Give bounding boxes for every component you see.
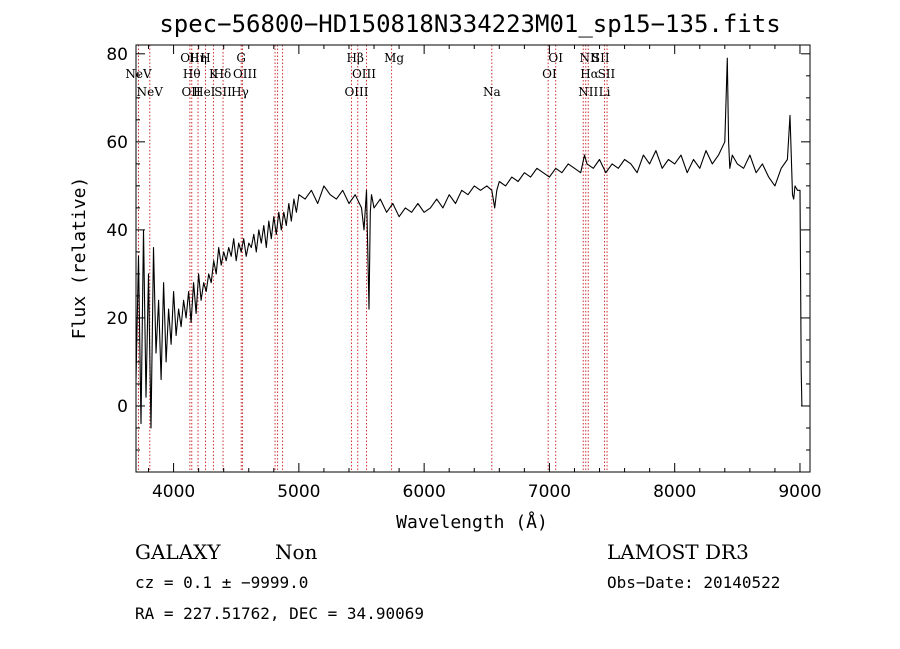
spectral-line-label-2: OII	[180, 51, 200, 65]
spectral-line-label-14: Hβ	[347, 51, 364, 65]
x-tick-label-4: 8000	[653, 482, 696, 502]
y-axis-ticks: 0 20 40 60 80	[106, 45, 810, 451]
spectral-line-label-19: OI	[548, 51, 563, 65]
x-tick-label-0: 4000	[152, 482, 195, 502]
spectral-line-label-1: NeV	[137, 85, 164, 99]
spectrum-series-line	[135, 57, 803, 429]
spectral-line-label-20: OI	[542, 67, 557, 81]
x-tick-label-5: 9000	[778, 482, 821, 502]
spectral-line-label-11: G	[236, 51, 246, 65]
spectral-line-label-21: NII	[580, 51, 600, 65]
x-axis-label: Wavelength (Å)	[396, 511, 548, 533]
spectral-line-label-26: Li	[599, 85, 611, 99]
spectral-line-markers	[138, 45, 608, 472]
spectral-line-label-8: K	[209, 67, 219, 81]
obs-date-text: Obs−Date: 20140522	[607, 573, 780, 592]
spectral-line-label-0: NeV	[125, 67, 152, 81]
y-tick-label-4: 80	[106, 45, 128, 65]
y-tick-label-2: 40	[106, 221, 128, 241]
spectral-line-label-4: OII	[181, 85, 201, 99]
x-axis-ticks: 4000 5000 6000 7000 8000 9000	[148, 45, 822, 502]
spectral-line-label-10: Hδ	[214, 67, 232, 81]
x-tick-label-3: 7000	[528, 482, 571, 502]
spectral-line-label-24: SII	[592, 51, 610, 65]
spectral-line-label-16: OIII	[344, 85, 368, 99]
spectral-line-label-18: Na	[483, 85, 501, 99]
coordinates-text: RA = 227.51762, DEC = 34.90069	[135, 604, 424, 623]
chart-title: spec−56800−HD150818N334223M01_sp15−135.f…	[159, 10, 780, 38]
y-tick-label-3: 60	[106, 133, 128, 153]
spectral-line-label-12: OIII	[233, 67, 257, 81]
spectral-line-label-3: Hθ	[183, 67, 201, 81]
spectral-line-label-9: SII	[214, 85, 232, 99]
y-tick-label-0: 0	[117, 397, 128, 417]
spectral-line-label-23: NII	[578, 85, 598, 99]
spectral-line-label-15: OIII	[352, 67, 376, 81]
survey-name: LAMOST DR3	[607, 540, 749, 564]
spectral-line-label-22: Hα	[580, 67, 599, 81]
spectral-line-label-6: H	[200, 51, 210, 65]
object-subclass: Non	[275, 540, 318, 564]
spectral-line-labels: NeVNeVOIIHθOIIHηHHeIKSIIHδGOIIIHγHβOIIIO…	[125, 51, 615, 99]
redshift-text: cz = 0.1 ± −9999.0	[135, 573, 308, 592]
object-class: GALAXY	[135, 540, 221, 564]
spectral-line-label-13: Hγ	[231, 85, 249, 99]
y-tick-label-1: 20	[106, 309, 128, 329]
x-tick-label-2: 6000	[403, 482, 446, 502]
plot-frame	[135, 44, 811, 473]
spectral-line-label-25: SII	[598, 67, 616, 81]
x-tick-label-1: 5000	[277, 482, 320, 502]
y-axis-label: Flux (relative)	[69, 177, 90, 340]
spectral-line-label-7: HeI	[193, 85, 216, 99]
spectral-line-label-5: Hη	[189, 51, 207, 65]
spectral-line-label-17: Mg	[384, 51, 404, 65]
